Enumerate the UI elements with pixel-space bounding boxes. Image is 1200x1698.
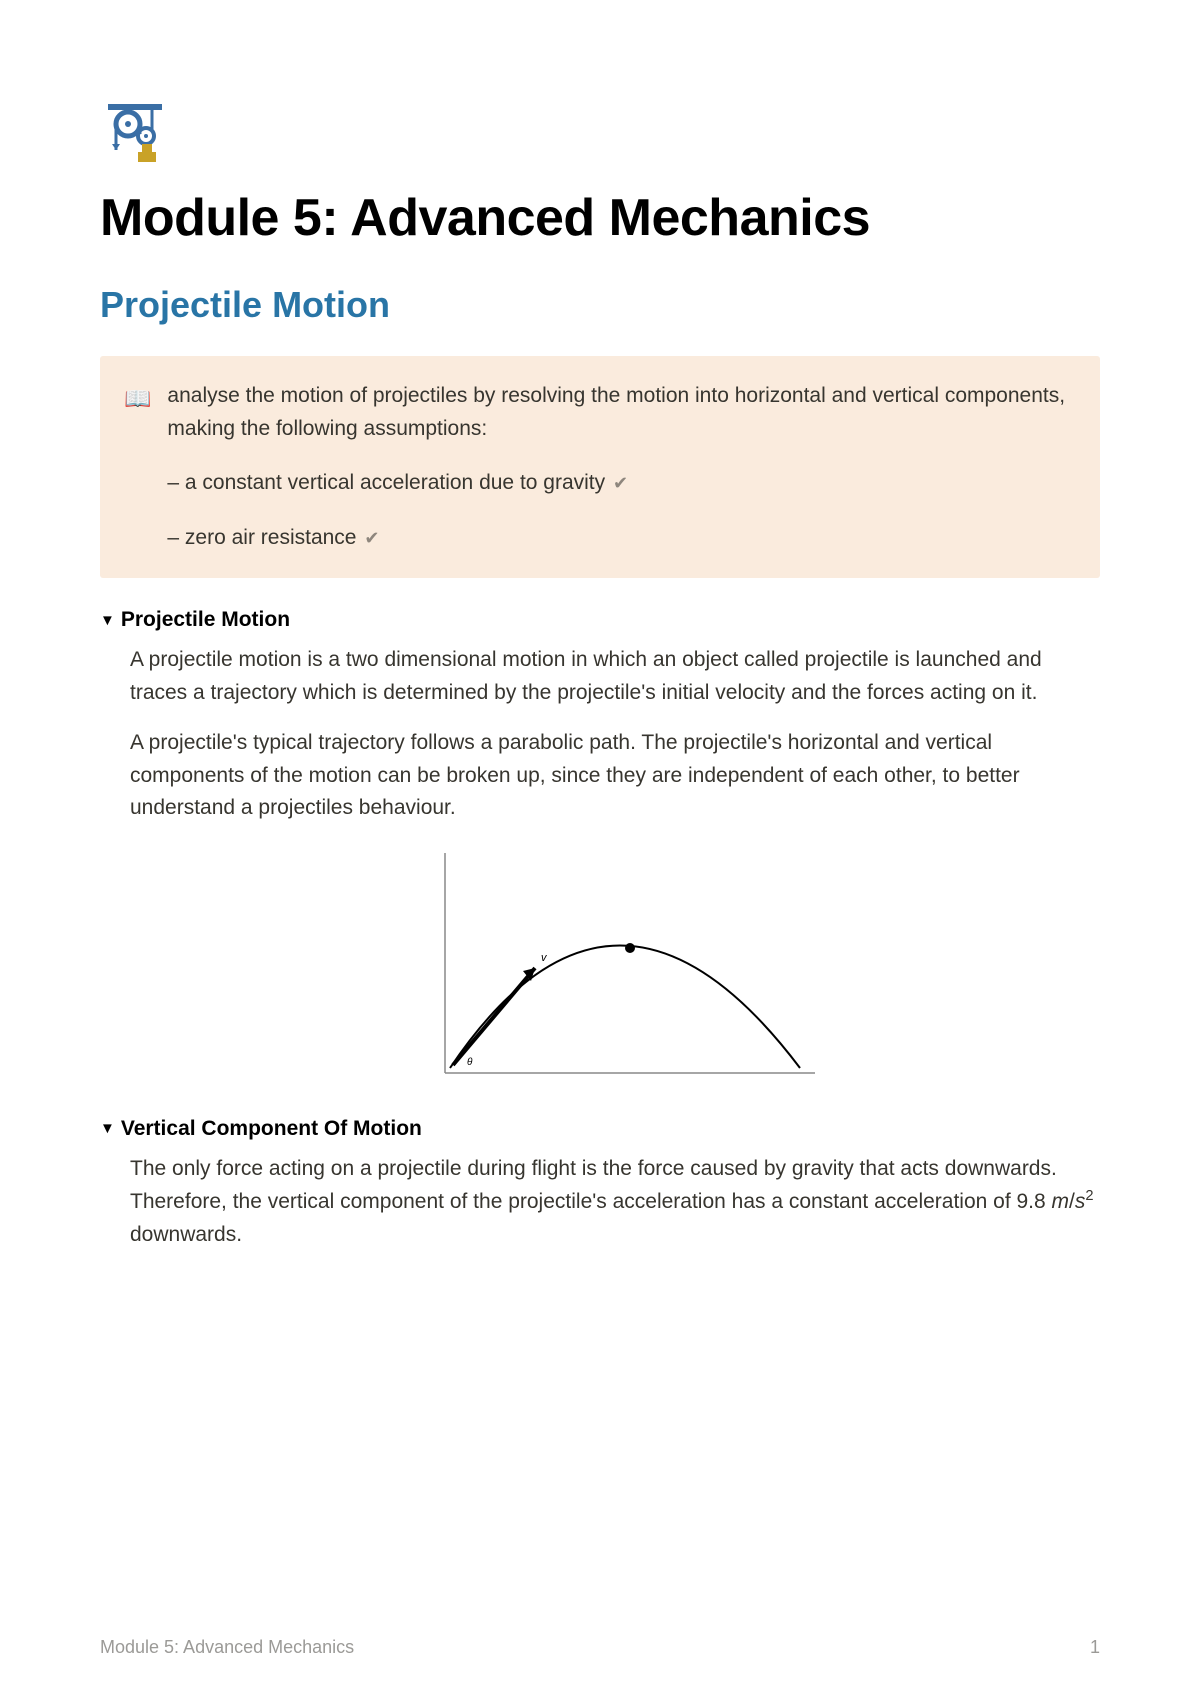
toggle-section-projectile-motion: ▼ Projectile Motion A projectile motion …	[100, 608, 1100, 1093]
body-paragraph: A projectile's typical trajectory follow…	[130, 727, 1100, 825]
chevron-down-icon: ▼	[100, 612, 115, 629]
body-paragraph: A projectile motion is a two dimensional…	[130, 644, 1100, 709]
page-title: Module 5: Advanced Mechanics	[100, 188, 1100, 248]
check-icon: ✔	[364, 528, 379, 548]
footer-title: Module 5: Advanced Mechanics	[100, 1637, 354, 1658]
toggle-title: Vertical Component Of Motion	[121, 1117, 422, 1141]
section-subtitle: Projectile Motion	[100, 284, 1100, 326]
toggle-section-vertical-component: ▼ Vertical Component Of Motion The only …	[100, 1117, 1100, 1252]
book-icon: 📖	[124, 380, 151, 554]
module-logo-icon	[100, 100, 170, 170]
callout-bullet: – a constant vertical acceleration due t…	[167, 467, 1072, 500]
page-footer: Module 5: Advanced Mechanics 1	[100, 1637, 1100, 1658]
toggle-header[interactable]: ▼ Projectile Motion	[100, 608, 1100, 632]
callout-bullet: – zero air resistance ✔	[167, 522, 1072, 555]
chevron-down-icon: ▼	[100, 1120, 115, 1137]
callout-block: 📖 analyse the motion of projectiles by r…	[100, 356, 1100, 578]
svg-text:v: v	[541, 952, 548, 964]
body-paragraph: The only force acting on a projectile du…	[130, 1153, 1100, 1252]
svg-text:θ: θ	[467, 1057, 473, 1068]
toggle-title: Projectile Motion	[121, 608, 290, 632]
page-number: 1	[1090, 1637, 1100, 1658]
check-icon: ✔	[613, 473, 628, 493]
toggle-header[interactable]: ▼ Vertical Component Of Motion	[100, 1117, 1100, 1141]
callout-intro: analyse the motion of projectiles by res…	[167, 380, 1072, 445]
trajectory-diagram: v θ	[130, 843, 1100, 1093]
